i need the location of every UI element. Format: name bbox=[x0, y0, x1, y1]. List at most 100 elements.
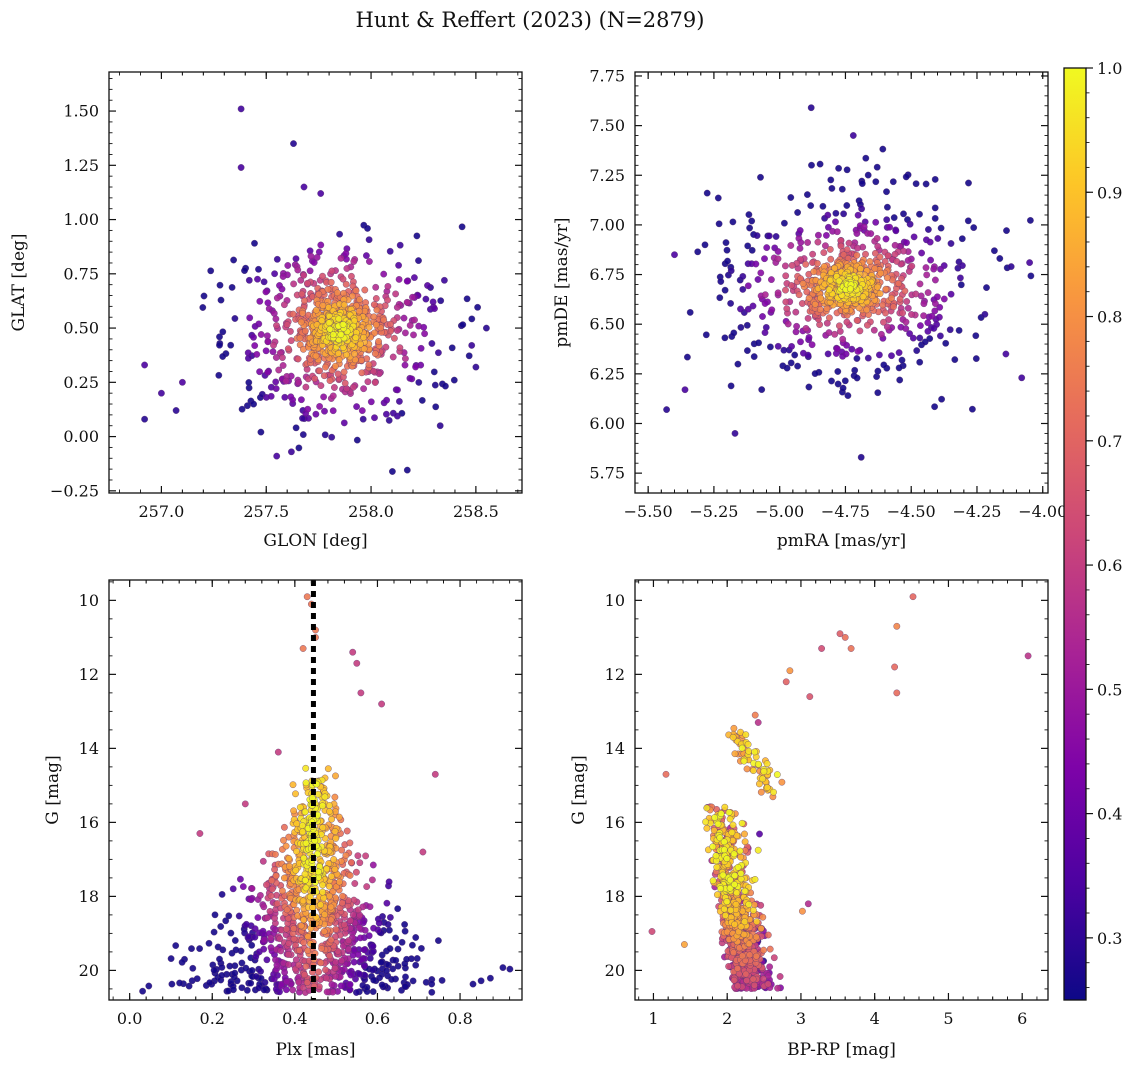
data-point bbox=[757, 269, 765, 277]
data-point bbox=[774, 248, 782, 255]
data-point bbox=[916, 210, 923, 218]
data-point bbox=[681, 941, 688, 948]
data-point bbox=[318, 317, 326, 325]
data-point bbox=[721, 286, 729, 294]
data-point bbox=[248, 967, 256, 974]
data-point bbox=[902, 318, 910, 326]
data-point bbox=[271, 914, 278, 922]
data-point bbox=[720, 846, 728, 854]
data-point bbox=[299, 822, 306, 829]
data-point bbox=[227, 341, 235, 349]
data-point bbox=[1024, 652, 1032, 660]
data-point bbox=[340, 368, 348, 376]
data-point bbox=[838, 185, 846, 193]
x-tick-label: 6 bbox=[1017, 1009, 1027, 1028]
data-point bbox=[282, 842, 290, 850]
data-point bbox=[309, 904, 316, 911]
data-point bbox=[774, 342, 782, 350]
data-point bbox=[828, 377, 835, 385]
data-point bbox=[906, 220, 914, 228]
data-point bbox=[275, 366, 283, 374]
data-point bbox=[251, 933, 259, 941]
data-point bbox=[370, 313, 378, 321]
data-point bbox=[358, 356, 365, 364]
data-point bbox=[339, 321, 347, 328]
x-tick-label: 3 bbox=[796, 1009, 806, 1028]
x-tick-label: 0.0 bbox=[117, 1009, 142, 1028]
data-point bbox=[722, 912, 729, 919]
data-point bbox=[228, 284, 236, 291]
colorbar-fill bbox=[1064, 68, 1086, 1000]
data-point bbox=[899, 309, 906, 317]
data-point bbox=[931, 403, 938, 411]
data-point bbox=[487, 974, 494, 982]
data-point bbox=[217, 296, 225, 304]
data-point bbox=[215, 371, 223, 379]
data-point bbox=[347, 859, 355, 866]
data-point bbox=[908, 262, 916, 270]
data-point bbox=[210, 966, 218, 974]
data-point bbox=[761, 300, 769, 307]
data-point bbox=[845, 239, 853, 247]
axis-ticks-pmra-pmde: −5.50 −5.25 −5.00 −4.75 −4.50 −4.25 −4.00 5.75 6… bbox=[589, 66, 1067, 521]
data-point bbox=[353, 403, 360, 410]
data-point bbox=[843, 166, 851, 174]
data-point bbox=[786, 667, 794, 675]
data-point bbox=[754, 846, 762, 854]
data-point bbox=[860, 223, 868, 231]
data-point bbox=[339, 275, 347, 283]
data-point bbox=[300, 854, 308, 862]
x-tick-label: 257.5 bbox=[243, 502, 289, 521]
data-point bbox=[788, 262, 796, 269]
data-point bbox=[338, 957, 345, 965]
data-point bbox=[831, 330, 839, 338]
data-point bbox=[858, 180, 866, 187]
data-point bbox=[394, 905, 402, 913]
data-point bbox=[895, 349, 903, 356]
data-point bbox=[755, 760, 762, 768]
data-point bbox=[317, 901, 324, 909]
y-tick-label: 7.75 bbox=[589, 66, 625, 85]
data-point bbox=[188, 945, 195, 952]
data-point bbox=[264, 299, 272, 307]
data-point bbox=[721, 803, 729, 811]
data-point bbox=[244, 402, 251, 410]
data-point bbox=[828, 185, 836, 192]
data-point bbox=[394, 945, 402, 953]
data-point bbox=[746, 951, 754, 959]
data-point bbox=[310, 259, 318, 266]
data-point bbox=[965, 179, 972, 187]
data-point bbox=[744, 282, 752, 290]
data-point bbox=[346, 839, 354, 847]
data-point bbox=[324, 765, 332, 773]
data-point bbox=[888, 352, 895, 360]
data-point bbox=[386, 247, 394, 255]
data-point bbox=[710, 827, 718, 834]
data-point bbox=[859, 293, 867, 301]
data-point bbox=[222, 917, 230, 925]
data-point bbox=[891, 663, 898, 671]
data-point bbox=[363, 252, 370, 259]
data-point bbox=[681, 386, 689, 394]
data-point bbox=[273, 322, 280, 329]
colorbar-tick-label: 1.0 bbox=[1097, 59, 1122, 78]
data-point bbox=[895, 280, 903, 287]
data-point bbox=[782, 272, 790, 280]
data-point bbox=[328, 873, 335, 880]
data-point bbox=[299, 828, 306, 836]
data-point bbox=[1026, 259, 1033, 266]
data-point bbox=[322, 966, 329, 974]
data-point bbox=[322, 974, 330, 982]
data-point bbox=[265, 305, 273, 313]
data-point bbox=[293, 848, 300, 855]
data-point bbox=[757, 925, 765, 932]
data-point bbox=[904, 257, 912, 264]
data-point bbox=[862, 154, 870, 162]
data-point bbox=[778, 778, 786, 786]
data-point bbox=[853, 230, 861, 237]
data-point bbox=[902, 325, 910, 332]
data-point bbox=[270, 975, 278, 983]
y-tick-label: 6.25 bbox=[589, 364, 625, 383]
data-point bbox=[720, 838, 728, 846]
figure-title: Hunt & Reffert (2023) (N=2879) bbox=[356, 8, 705, 32]
